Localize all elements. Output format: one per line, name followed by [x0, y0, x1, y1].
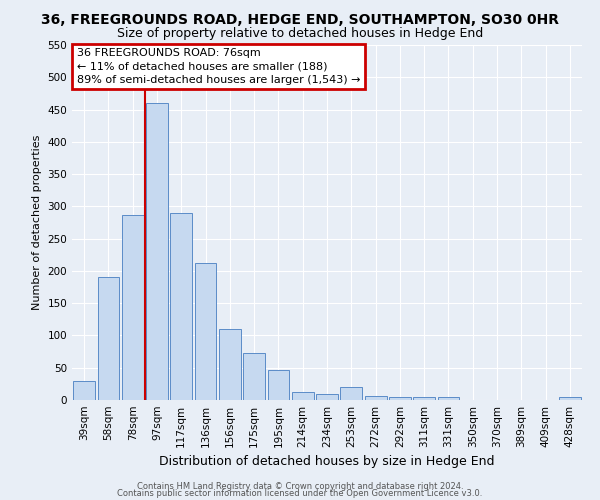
Y-axis label: Number of detached properties: Number of detached properties: [32, 135, 42, 310]
Bar: [146, 103, 168, 400]
Bar: [122, 215, 143, 400]
Bar: [340, 387, 362, 400]
Bar: [170, 213, 192, 400]
Text: 36, FREEGROUNDS ROAD, HEDGE END, SOUTHAMPTON, SO30 0HR: 36, FREEGROUNDS ROAD, HEDGE END, SOUTHAM…: [41, 12, 559, 26]
Text: Contains HM Land Registry data © Crown copyright and database right 2024.: Contains HM Land Registry data © Crown c…: [137, 482, 463, 491]
Bar: [437, 398, 460, 400]
X-axis label: Distribution of detached houses by size in Hedge End: Distribution of detached houses by size …: [159, 456, 495, 468]
Bar: [243, 353, 265, 400]
Bar: [219, 329, 241, 400]
Text: 36 FREEGROUNDS ROAD: 76sqm
← 11% of detached houses are smaller (188)
89% of sem: 36 FREEGROUNDS ROAD: 76sqm ← 11% of deta…: [77, 48, 361, 84]
Text: Size of property relative to detached houses in Hedge End: Size of property relative to detached ho…: [117, 28, 483, 40]
Bar: [194, 263, 217, 400]
Bar: [97, 278, 119, 400]
Bar: [559, 397, 581, 400]
Text: Contains public sector information licensed under the Open Government Licence v3: Contains public sector information licen…: [118, 490, 482, 498]
Bar: [316, 394, 338, 400]
Bar: [292, 392, 314, 400]
Bar: [389, 398, 411, 400]
Bar: [413, 398, 435, 400]
Bar: [268, 370, 289, 400]
Bar: [365, 396, 386, 400]
Bar: [73, 380, 95, 400]
